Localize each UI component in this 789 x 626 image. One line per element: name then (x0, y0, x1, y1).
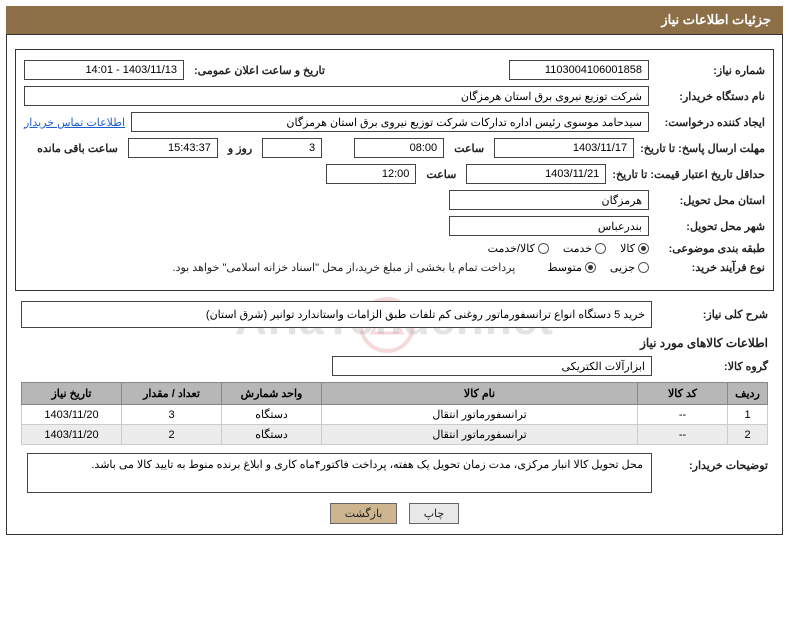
main-info-box: شماره نیاز: 1103004106001858 تاریخ و ساع… (15, 49, 774, 291)
label-buyer-notes: توضیحات خریدار: (658, 453, 768, 472)
table-cell: ترانسفورماتور انتقال (322, 425, 638, 445)
field-price-valid-date: 1403/11/21 (466, 164, 606, 184)
radio-cat-both[interactable] (538, 243, 549, 254)
label-reply-deadline: مهلت ارسال پاسخ: تا تاریخ: (640, 142, 765, 155)
field-reply-date: 1403/11/17 (494, 138, 634, 158)
radio-pt-medium[interactable] (585, 262, 596, 273)
label-province: استان محل تحویل: (655, 194, 765, 207)
label-category: طبقه بندی موضوعی: (655, 242, 765, 255)
table-cell: 3 (122, 405, 222, 425)
label-need-no: شماره نیاز: (655, 64, 765, 77)
print-button[interactable]: چاپ (409, 503, 460, 524)
table-cell: 2 (728, 425, 768, 445)
radio-group-purchase-type: جزیی متوسط (547, 261, 649, 274)
th-name: نام کالا (322, 383, 638, 405)
radio-group-category: کالا خدمت کالا/خدمت (488, 242, 649, 255)
field-goods-group: ابزارآلات الکتریکی (332, 356, 652, 376)
field-countdown: 15:43:37 (128, 138, 218, 158)
label-price-validity: حداقل تاریخ اعتبار قیمت: تا تاریخ: (612, 168, 765, 181)
radio-pt-partial[interactable] (638, 262, 649, 273)
table-cell: -- (638, 405, 728, 425)
th-date: تاریخ نیاز (22, 383, 122, 405)
field-price-valid-time: 12:00 (326, 164, 416, 184)
label-announce-dt: تاریخ و ساعت اعلان عمومی: (190, 64, 329, 77)
table-cell: 1 (728, 405, 768, 425)
label-time-2: ساعت (422, 168, 460, 181)
label-city: شهر محل تحویل: (655, 220, 765, 233)
field-announce-dt: 1403/11/13 - 14:01 (24, 60, 184, 80)
field-city: بندرعباس (449, 216, 649, 236)
radio-label-pt-partial: جزیی (610, 261, 635, 274)
radio-label-pt-medium: متوسط (547, 261, 582, 274)
field-overall-desc: خرید 5 دستگاه انواع ترانسفورماتور روغنی … (21, 301, 652, 328)
radio-label-cat-both: کالا/خدمت (488, 242, 535, 255)
th-unit: واحد شمارش (222, 383, 322, 405)
label-overall-desc: شرح کلی نیاز: (658, 308, 768, 321)
label-requester: ایجاد کننده درخواست: (655, 116, 765, 129)
table-cell: 2 (122, 425, 222, 445)
table-cell: ترانسفورماتور انتقال (322, 405, 638, 425)
field-need-no: 1103004106001858 (509, 60, 649, 80)
label-goods-group: گروه کالا: (658, 360, 768, 373)
label-days-and: روز و (224, 142, 256, 155)
field-reply-time: 08:00 (354, 138, 444, 158)
link-contact-buyer[interactable]: اطلاعات تماس خریدار (24, 116, 125, 129)
label-buyer-org: نام دستگاه خریدار: (655, 90, 765, 103)
th-qty: تعداد / مقدار (122, 383, 222, 405)
table-cell: دستگاه (222, 425, 322, 445)
text-purchase-note: پرداخت تمام یا بخشی از مبلغ خرید،از محل … (173, 261, 516, 274)
content-panel: AriaTender.net شماره نیاز: 1103004106001… (6, 34, 783, 535)
table-row: 1--ترانسفورماتور انتقالدستگاه31403/11/20 (22, 405, 768, 425)
table-row: 2--ترانسفورماتور انتقالدستگاه21403/11/20 (22, 425, 768, 445)
radio-label-cat-service: خدمت (563, 242, 592, 255)
label-time-left: ساعت باقی مانده (33, 142, 122, 155)
field-buyer-notes: محل تحویل کالا انبار مرکزی، مدت زمان تحو… (27, 453, 652, 493)
field-days-left: 3 (262, 138, 322, 158)
field-buyer-org: شرکت توزیع نیروی برق استان هرمزگان (24, 86, 649, 106)
radio-label-cat-goods: کالا (620, 242, 635, 255)
table-cell: 1403/11/20 (22, 425, 122, 445)
th-code: کد کالا (638, 383, 728, 405)
field-requester: سیدحامد موسوی رئیس اداره تدارکات شرکت تو… (131, 112, 649, 132)
label-purchase-type: نوع فرآیند خرید: (655, 261, 765, 274)
goods-table: ردیف کد کالا نام کالا واحد شمارش تعداد /… (21, 382, 768, 445)
table-cell: 1403/11/20 (22, 405, 122, 425)
th-row: ردیف (728, 383, 768, 405)
back-button[interactable]: بازگشت (330, 503, 398, 524)
table-cell: -- (638, 425, 728, 445)
title-bar: جزئیات اطلاعات نیاز (6, 6, 783, 34)
radio-cat-goods[interactable] (638, 243, 649, 254)
field-province: هرمزگان (449, 190, 649, 210)
label-time-1: ساعت (450, 142, 488, 155)
table-cell: دستگاه (222, 405, 322, 425)
radio-cat-service[interactable] (595, 243, 606, 254)
